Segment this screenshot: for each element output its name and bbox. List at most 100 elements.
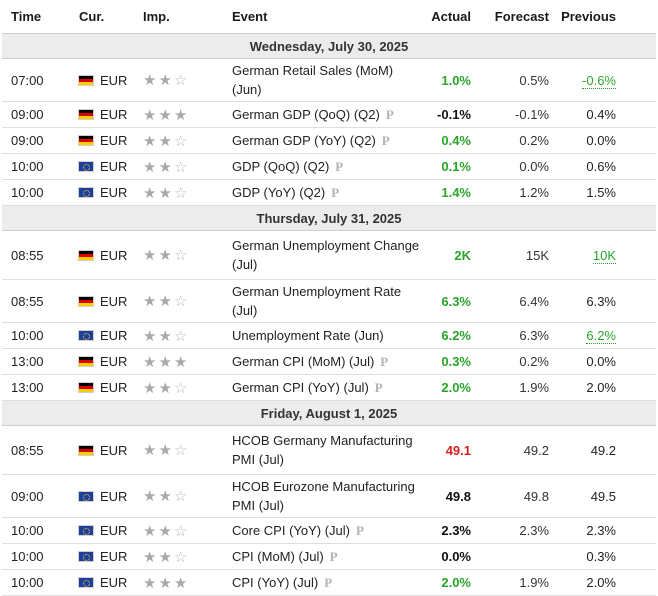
- event-importance: ★★☆: [143, 425, 232, 475]
- event-previous[interactable]: 10K: [559, 230, 656, 280]
- eu-flag-icon: [78, 551, 94, 562]
- event-row[interactable]: 08:55 EUR ★★☆ HCOB Germany Manufacturing PMI…: [2, 425, 656, 475]
- actual-value: 6.2%: [441, 328, 471, 343]
- actual-value: 2.0%: [441, 380, 471, 395]
- event-row[interactable]: 09:00 EUR ★★☆ German GDP (YoY) (Q2) P 0.4% 0.2…: [2, 127, 656, 154]
- preliminary-icon: P: [385, 107, 394, 122]
- preliminary-icon: P: [331, 185, 340, 200]
- germany-flag-icon: [78, 382, 94, 393]
- importance-stars: ★★☆: [143, 488, 189, 505]
- col-header-time[interactable]: Time: [2, 0, 78, 34]
- currency-code: EUR: [100, 380, 128, 395]
- col-header-actual[interactable]: Actual: [427, 0, 475, 34]
- event-importance: ★★☆: [143, 153, 232, 180]
- actual-value: 6.3%: [441, 293, 471, 309]
- event-time: 13:00: [2, 374, 78, 401]
- star-empty-icon: ☆: [173, 442, 190, 459]
- star-filled-icon: ★: [143, 522, 159, 540]
- event-importance: ★★☆: [143, 543, 232, 570]
- event-name[interactable]: German Retail Sales (MoM) (Jun): [232, 58, 427, 102]
- star-empty-icon: ☆: [173, 327, 190, 345]
- event-name-line: German GDP (QoQ) (Q2): [232, 107, 380, 122]
- event-row[interactable]: 08:55 EUR ★★☆ German Unemployment Rate (Jul)…: [2, 279, 656, 323]
- eu-flag-icon: [78, 577, 94, 588]
- event-name-line: (Jun): [232, 82, 262, 97]
- event-name[interactable]: Unemployment Rate (Jun): [232, 322, 427, 349]
- germany-flag-icon: [78, 295, 94, 307]
- event-name[interactable]: HCOB Eurozone Manufacturing PMI (Jul): [232, 474, 427, 518]
- event-actual: 49.1: [427, 425, 475, 475]
- event-name[interactable]: German GDP (YoY) (Q2) P: [232, 127, 427, 154]
- event-name-line: HCOB Germany Manufacturing: [232, 433, 413, 448]
- day-header-row: Wednesday, July 30, 2025: [2, 33, 656, 59]
- event-actual: 2.0%: [427, 569, 475, 596]
- event-name-line: HCOB Eurozone Manufacturing: [232, 479, 415, 494]
- importance-stars: ★★☆: [143, 133, 189, 150]
- event-row[interactable]: 09:00 EUR ★★☆ HCOB Eurozone Manufacturing PM…: [2, 474, 656, 518]
- event-name-line: German CPI (MoM) (Jul): [232, 354, 375, 369]
- star-filled-icon: ★: [158, 574, 174, 592]
- previous-value: 0.0%: [586, 133, 616, 148]
- germany-flag-icon: [78, 356, 94, 367]
- event-row[interactable]: 10:00 EUR ★★☆ CPI (MoM) (Jul) P 0.0% 0.3%: [2, 543, 656, 570]
- col-header-previous[interactable]: Previous: [559, 0, 656, 34]
- event-row[interactable]: 07:00 EUR ★★☆ German Retail Sales (MoM) (Jun…: [2, 58, 656, 102]
- event-name[interactable]: German GDP (QoQ) (Q2) P: [232, 101, 427, 128]
- event-row[interactable]: 13:00 EUR ★★★ German CPI (MoM) (Jul) P 0.3% 0.…: [2, 348, 656, 375]
- event-row[interactable]: 10:00 EUR ★★☆ GDP (YoY) (Q2) P 1.4% 1.2% 1.5%: [2, 179, 656, 206]
- event-time: 10:00: [2, 569, 78, 596]
- col-header-event[interactable]: Event: [232, 0, 427, 34]
- event-name[interactable]: GDP (YoY) (Q2) P: [232, 179, 427, 206]
- actual-value: 0.1%: [441, 159, 471, 174]
- event-name[interactable]: Core CPI (YoY) (Jul) P: [232, 517, 427, 544]
- event-previous: 49.5: [559, 474, 656, 518]
- col-header-forecast[interactable]: Forecast: [475, 0, 559, 34]
- event-actual: -0.1%: [427, 101, 475, 128]
- event-row[interactable]: 10:00 EUR ★★☆ Core CPI (YoY) (Jul) P 2.3% 2.3%…: [2, 517, 656, 544]
- event-name[interactable]: German Unemployment Rate (Jul): [232, 279, 427, 323]
- event-previous: 0.4%: [559, 101, 656, 128]
- event-row[interactable]: 10:00 EUR ★★★ CPI (YoY) (Jul) P 2.0% 1.9% 2.0%: [2, 569, 656, 596]
- event-time: 08:55: [2, 279, 78, 323]
- event-name-line: Unemployment Rate (Jun): [232, 328, 384, 343]
- event-row[interactable]: 08:55 EUR ★★☆ German Unemployment Change (Ju…: [2, 230, 656, 280]
- event-name-line: German Unemployment Rate: [232, 284, 402, 299]
- event-previous[interactable]: -0.6%: [559, 58, 656, 102]
- event-name[interactable]: HCOB Germany Manufacturing PMI (Jul): [232, 425, 427, 475]
- event-forecast: 0.5%: [475, 58, 559, 102]
- importance-stars: ★★★: [143, 575, 189, 592]
- event-name-line: CPI (MoM) (Jul): [232, 549, 324, 564]
- col-header-currency[interactable]: Cur.: [78, 0, 143, 34]
- event-currency: EUR: [78, 425, 143, 475]
- event-importance: ★★☆: [143, 279, 232, 323]
- actual-value: 2.0%: [441, 575, 471, 590]
- currency-code: EUR: [100, 354, 128, 369]
- event-row[interactable]: 13:00 EUR ★★☆ German CPI (YoY) (Jul) P 2.0% 1.…: [2, 374, 656, 401]
- event-previous: 2.0%: [559, 569, 656, 596]
- event-forecast: -0.1%: [475, 101, 559, 128]
- previous-value: 0.0%: [586, 354, 616, 369]
- event-previous: 49.2: [559, 425, 656, 475]
- event-previous[interactable]: 6.2%: [559, 322, 656, 349]
- event-name[interactable]: CPI (MoM) (Jul) P: [232, 543, 427, 570]
- event-row[interactable]: 10:00 EUR ★★☆ Unemployment Rate (Jun) 6.2% 6.…: [2, 322, 656, 349]
- importance-stars: ★★☆: [143, 380, 189, 397]
- event-previous: 0.3%: [559, 543, 656, 570]
- event-name[interactable]: CPI (YoY) (Jul) P: [232, 569, 427, 596]
- col-header-importance[interactable]: Imp.: [143, 0, 232, 34]
- event-row[interactable]: 09:00 EUR ★★★ German GDP (QoQ) (Q2) P -0.1% -0…: [2, 101, 656, 128]
- star-empty-icon: ☆: [173, 548, 190, 566]
- event-actual: 6.3%: [427, 279, 475, 323]
- event-row[interactable]: 10:00 EUR ★★☆ GDP (QoQ) (Q2) P 0.1% 0.0% 0.6%: [2, 153, 656, 180]
- importance-stars: ★★☆: [143, 185, 189, 202]
- event-name[interactable]: German CPI (YoY) (Jul) P: [232, 374, 427, 401]
- star-filled-icon: ★: [143, 379, 159, 397]
- importance-stars: ★★☆: [143, 72, 189, 89]
- event-forecast: 49.2: [475, 425, 559, 475]
- event-forecast: [475, 543, 559, 570]
- star-filled-icon: ★: [143, 327, 159, 345]
- event-name[interactable]: GDP (QoQ) (Q2) P: [232, 153, 427, 180]
- event-name[interactable]: German CPI (MoM) (Jul) P: [232, 348, 427, 375]
- event-name[interactable]: German Unemployment Change (Jul): [232, 230, 427, 280]
